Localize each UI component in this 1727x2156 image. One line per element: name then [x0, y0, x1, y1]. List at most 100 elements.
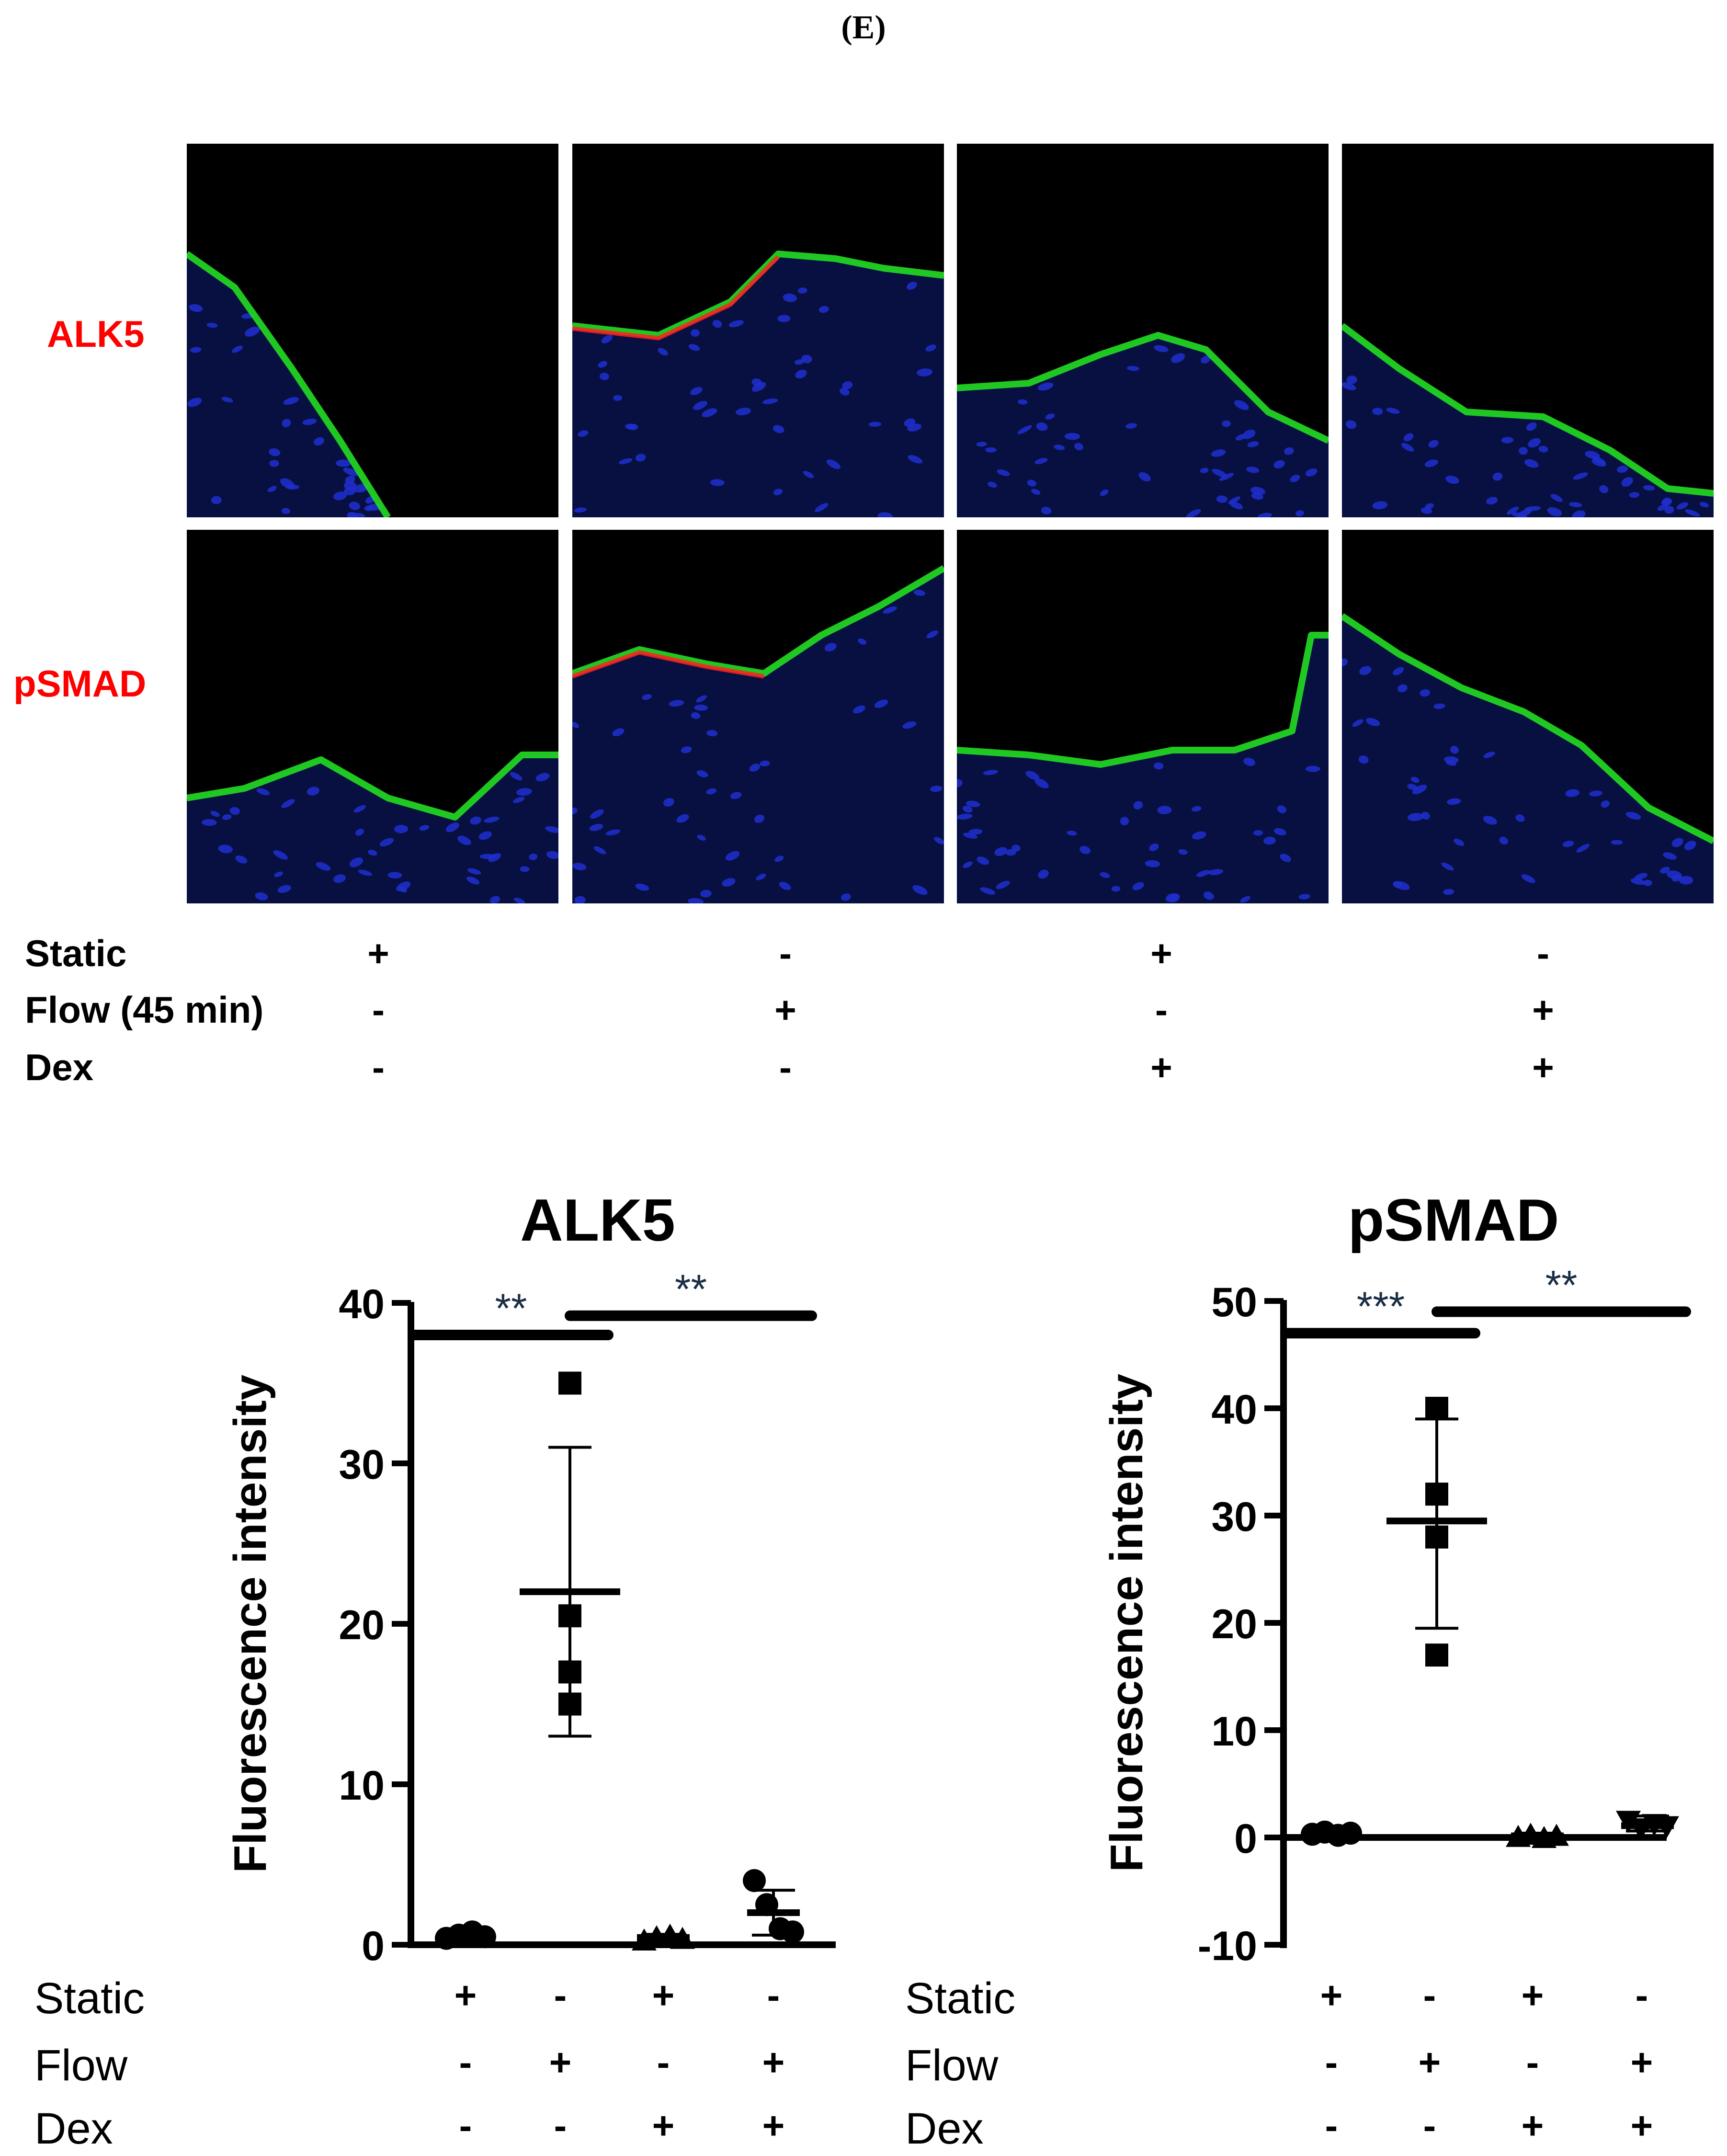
nucleus [222, 814, 232, 820]
nucleus [1450, 745, 1459, 754]
nucleus [842, 381, 853, 389]
nucleus [907, 282, 917, 290]
treatment-symbol: - [1155, 989, 1168, 1031]
nucleus [1428, 440, 1439, 448]
nucleus [1499, 836, 1508, 845]
nucleus [635, 454, 646, 462]
treatment-label-dex: Dex [905, 2104, 984, 2153]
nucleus [1410, 776, 1420, 783]
endothelial-stain [572, 251, 944, 339]
nucleus [1621, 477, 1633, 487]
nucleus [1216, 495, 1228, 503]
nucleus [1017, 399, 1028, 405]
nucleus [1643, 879, 1652, 886]
nucleus [1447, 798, 1461, 805]
chart-title: ALK5 [520, 1187, 675, 1254]
nucleus [642, 694, 652, 700]
nucleus [1219, 473, 1234, 481]
nucleus [445, 822, 459, 833]
nucleus [1454, 839, 1465, 846]
nucleus [187, 398, 202, 407]
nucleus [966, 800, 980, 807]
nucleus [1663, 852, 1677, 860]
nucleus [1203, 891, 1214, 900]
nucleus [358, 869, 373, 876]
nucleus [1365, 718, 1380, 726]
nucleus [663, 798, 674, 807]
nucleus [1212, 468, 1227, 477]
nucleus [693, 400, 708, 410]
chart-alk5-plot: ALK5 Fluorescence intensity 0 10 20 30 40 ** ** [225, 1187, 836, 1969]
nucleus [1280, 854, 1291, 862]
endothelial-stain [957, 332, 1329, 444]
nucleus [1666, 870, 1682, 879]
data-point [743, 1869, 766, 1892]
nucleus [281, 799, 295, 808]
treatment-symbol: - [459, 2041, 472, 2084]
nucleus [1011, 844, 1021, 852]
nucleus [1441, 862, 1454, 871]
nucleus [1192, 831, 1206, 840]
treatment-symbol: + [1320, 1974, 1343, 2017]
nucleus [282, 419, 291, 427]
endothelial-stain [1342, 613, 1714, 844]
treatment-symbol: - [779, 1046, 792, 1088]
nucleus [700, 890, 712, 898]
nucleus [760, 760, 770, 766]
nucleus [619, 458, 633, 465]
nucleus [379, 838, 394, 847]
nucleus [1211, 449, 1226, 457]
nucleus [206, 322, 218, 328]
nucleus [478, 831, 492, 840]
treatment-symbol: + [762, 2041, 785, 2084]
nucleus [706, 788, 717, 795]
y-axis-label: Fluorescence intensity [225, 1375, 276, 1873]
nucleus [1100, 872, 1110, 878]
nucleus [316, 862, 331, 871]
data-point [558, 1692, 581, 1716]
nucleus [1258, 513, 1272, 517]
tissue-region [572, 568, 944, 903]
nucleus [1585, 451, 1600, 459]
nucleus [912, 885, 928, 895]
nucleus [314, 437, 324, 446]
nucleus [1342, 382, 1356, 390]
endothelial-stain [187, 752, 558, 821]
nucleus [307, 787, 319, 796]
nucleus [1235, 434, 1246, 441]
nucleus [1352, 719, 1363, 727]
nucleus [1421, 811, 1430, 820]
nucleus [281, 508, 291, 514]
micrograph-psmad-static-dex [957, 530, 1329, 903]
nucleus [1634, 873, 1648, 880]
nucleus [917, 368, 933, 376]
treatment-symbol: + [1630, 2041, 1653, 2084]
nucleus [394, 824, 409, 833]
nucleus [1547, 507, 1562, 516]
nucleus [1565, 789, 1580, 797]
treatment-symbol: + [1521, 1974, 1544, 2017]
nucleus [1295, 510, 1304, 516]
nucleus [976, 442, 988, 447]
nucleus [1521, 874, 1535, 883]
nucleus [798, 287, 807, 294]
nucleus [1284, 447, 1294, 455]
nucleus [572, 722, 579, 728]
treatment-label-flow: Flow [905, 2041, 999, 2090]
nucleus [1445, 475, 1459, 484]
nucleus [333, 874, 346, 883]
nucleus [728, 320, 744, 328]
nucleus [1234, 400, 1249, 411]
treatment-symbol: + [454, 1974, 477, 2017]
nucleus [489, 896, 500, 903]
nucleus [1589, 790, 1603, 797]
nucleus [1401, 443, 1414, 452]
nucleus [1425, 503, 1434, 510]
nucleus [669, 700, 684, 707]
nucleus [520, 866, 530, 872]
nucleus [1178, 849, 1188, 855]
nucleus [868, 422, 882, 427]
data-point [1425, 1643, 1448, 1667]
y-tick-label: 50 [1211, 1279, 1257, 1325]
treatment-symbol: + [652, 1974, 675, 2017]
